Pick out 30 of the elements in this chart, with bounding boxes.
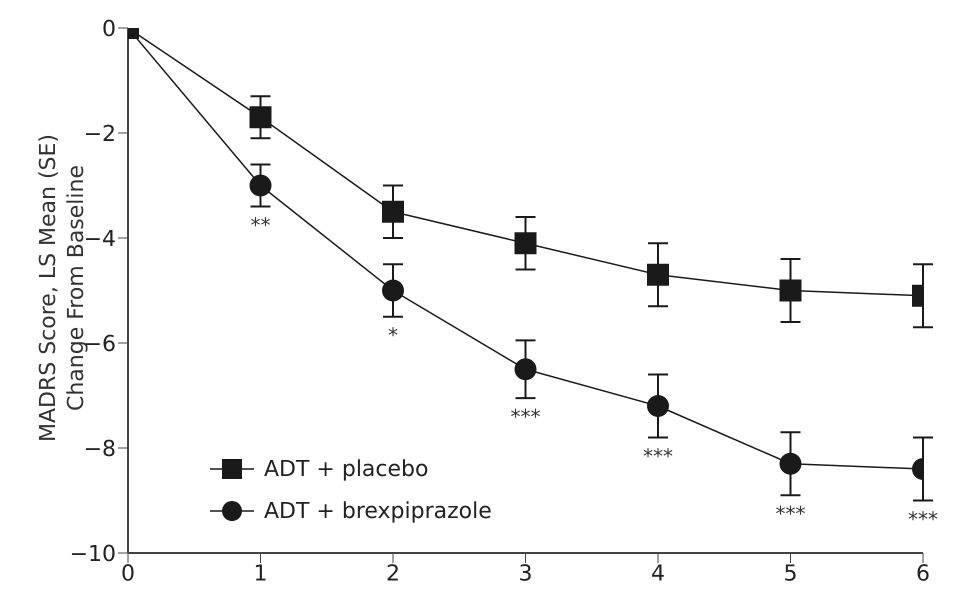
legend-label: ADT + placebo — [264, 456, 428, 482]
x-tick-label: 2 — [386, 562, 400, 587]
x-tick-label: 5 — [784, 562, 798, 587]
annotation: *** — [643, 444, 673, 468]
x-tick-label: 4 — [651, 562, 665, 587]
point — [382, 200, 404, 223]
annotation: * — [388, 323, 398, 348]
point — [382, 280, 404, 302]
point — [514, 232, 536, 254]
point — [780, 452, 802, 475]
y-tick-label: −10 — [70, 542, 116, 567]
y-tick-label: −4 — [84, 226, 116, 252]
annotation: *** — [908, 506, 938, 531]
point — [647, 264, 669, 286]
annotation: *** — [776, 502, 806, 526]
point — [250, 174, 272, 196]
annotation: *** — [510, 404, 540, 429]
x-tick-label: 0 — [121, 562, 135, 587]
x-tick-label: 6 — [916, 562, 930, 587]
point — [250, 106, 272, 128]
point — [647, 395, 669, 417]
x-tick-label: 1 — [254, 562, 268, 587]
y-tick-label: −2 — [84, 122, 116, 147]
annotation: ** — [250, 212, 270, 237]
y-tick-label: −8 — [84, 436, 116, 462]
point — [780, 280, 802, 302]
y-tick-label: 0 — [102, 16, 116, 42]
legend-label: ADT + brexpiprazole — [264, 498, 492, 524]
x-tick-label: 3 — [518, 562, 532, 587]
point — [514, 358, 536, 380]
